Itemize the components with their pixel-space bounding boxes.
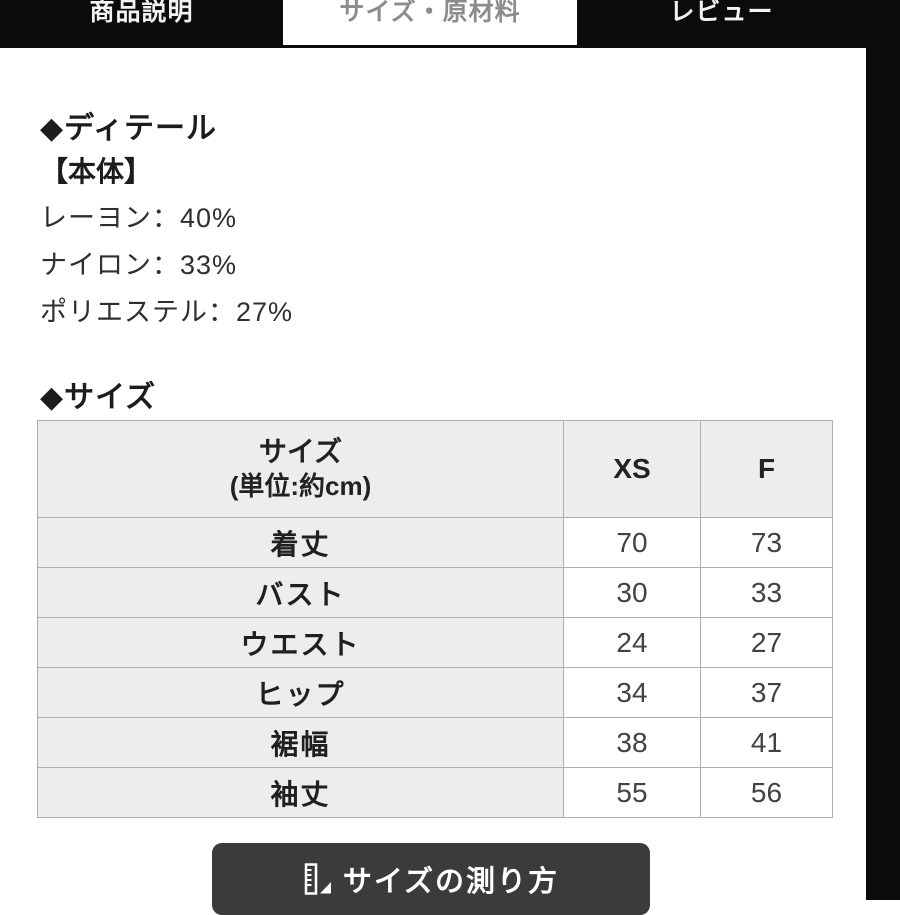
tab-product-description-label: 商品説明: [89, 0, 194, 26]
tab-size-materials-label: サイズ・原材料: [339, 0, 521, 26]
size-heading: ◆サイズ: [40, 381, 157, 414]
size-table: サイズ (単位:約cm) XS F 着丈 70 73 バスト 30 33 ウエス…: [37, 420, 833, 818]
row-value-xs: 38: [563, 717, 701, 768]
header-cell-xs: XS: [563, 420, 701, 518]
table-row-sleeve-length: 袖丈 55 56: [37, 767, 833, 818]
row-value-xs: 55: [563, 767, 701, 818]
tab-review[interactable]: レビュー: [577, 0, 866, 48]
row-value-xs: 34: [563, 667, 701, 718]
size-measure-button[interactable]: サイズの測り方: [212, 843, 650, 915]
table-row-hip: ヒップ 34 37: [37, 667, 833, 718]
size-measure-button-label: サイズの測り方: [342, 866, 560, 898]
table-row-length: 着丈 70 73: [37, 517, 833, 568]
row-value-f: 37: [700, 667, 833, 718]
tab-size-materials-active[interactable]: サイズ・原材料: [283, 0, 577, 45]
tab-review-label: レビュー: [669, 0, 774, 26]
row-label: 裾幅: [37, 717, 564, 768]
row-value-xs: 70: [563, 517, 701, 568]
table-row-bust: バスト 30 33: [37, 567, 833, 618]
detail-subheading: 【本体】: [40, 156, 153, 187]
row-label: ヒップ: [37, 667, 564, 718]
composition-line-nylon: ナイロン：33%: [40, 250, 238, 280]
tab-bar: 商品説明 サイズ・原材料 レビュー: [0, 0, 866, 48]
header-cell-f: F: [700, 420, 833, 518]
row-value-xs: 30: [563, 567, 701, 618]
composition-line-rayon: レーヨン：40%: [40, 203, 238, 233]
row-value-f: 73: [700, 517, 833, 568]
composition-line-polyester: ポリエステル：27%: [40, 297, 294, 327]
row-label: 袖丈: [37, 767, 564, 818]
ruler-icon: [303, 863, 333, 895]
row-value-f: 56: [700, 767, 833, 818]
header-size-label: サイズ: [258, 436, 343, 467]
table-row-hem-width: 裾幅 38 41: [37, 717, 833, 768]
row-value-f: 33: [700, 567, 833, 618]
row-label: バスト: [37, 567, 564, 618]
size-table-header-row: サイズ (単位:約cm) XS F: [37, 420, 833, 518]
row-value-f: 41: [700, 717, 833, 768]
row-value-xs: 24: [563, 617, 701, 668]
row-value-f: 27: [700, 617, 833, 668]
detail-heading: ◆ディテール: [40, 112, 217, 145]
table-row-waist: ウエスト 24 27: [37, 617, 833, 668]
header-unit-label: (単位:約cm): [229, 471, 372, 501]
row-label: 着丈: [37, 517, 564, 568]
right-edge-strip: [866, 0, 900, 900]
row-label: ウエスト: [37, 617, 564, 668]
header-cell-size-unit: サイズ (単位:約cm): [37, 420, 564, 518]
tab-product-description[interactable]: 商品説明: [0, 0, 283, 48]
